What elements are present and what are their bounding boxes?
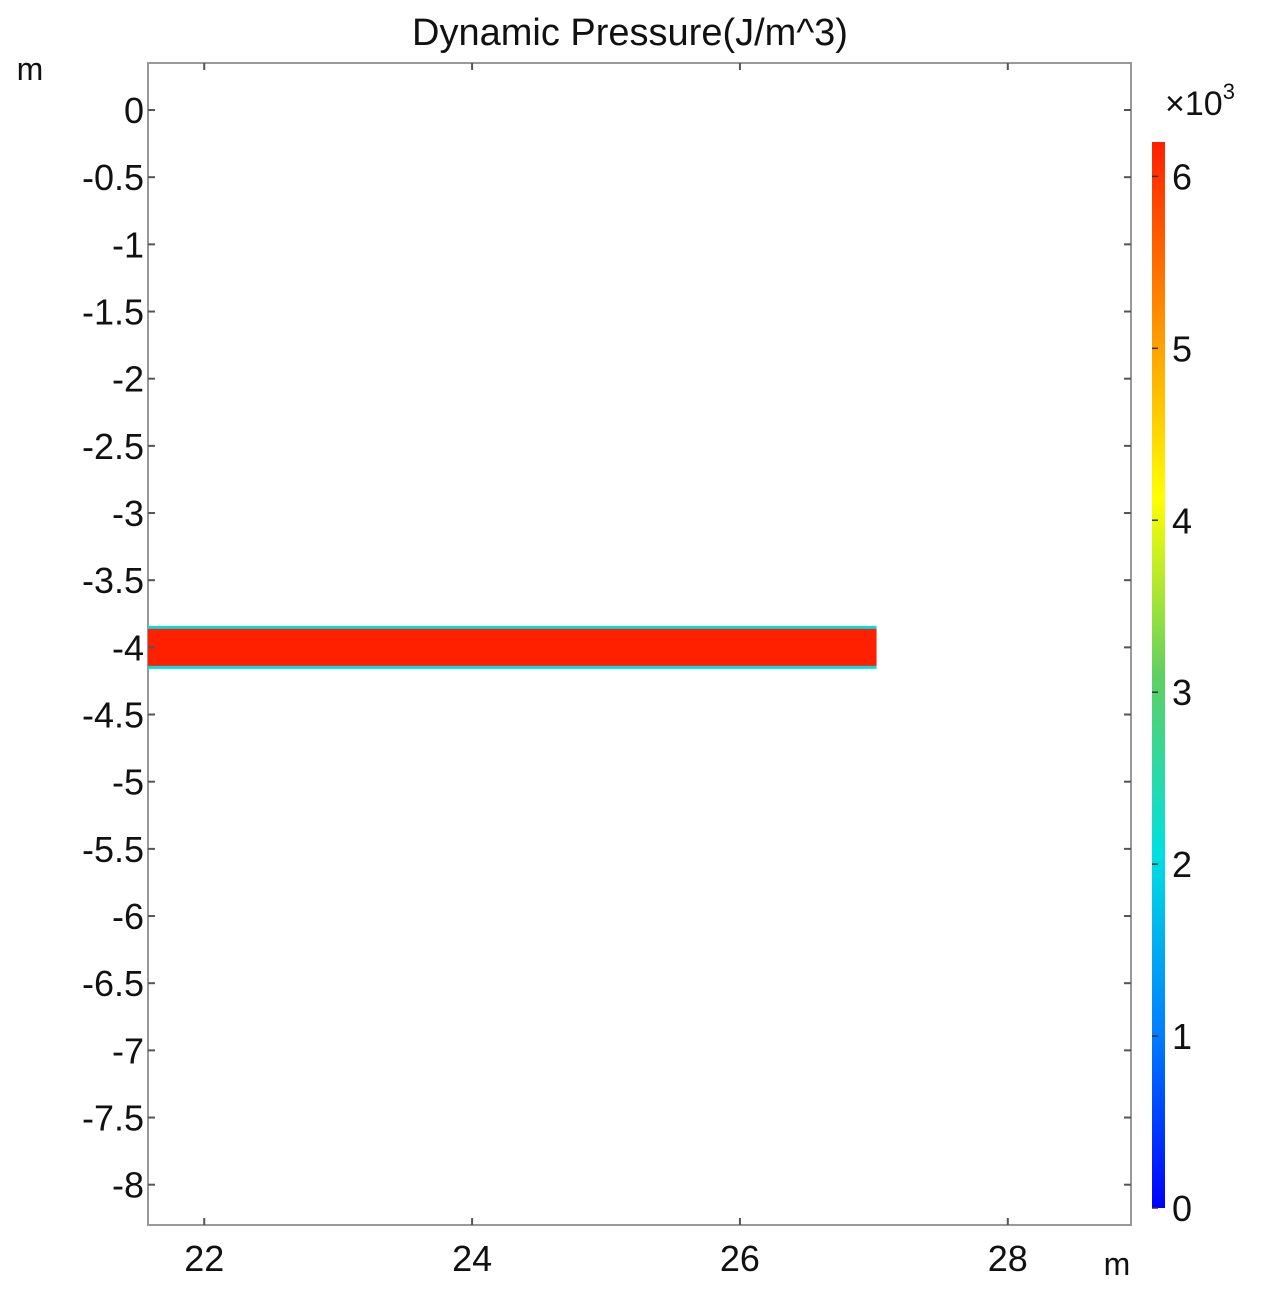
y-tick-label: -3 <box>112 493 144 534</box>
y-tick-label: -5 <box>112 762 144 803</box>
colorbar-tick-label: 2 <box>1172 844 1192 885</box>
colorbar-tick-label: 1 <box>1172 1016 1192 1057</box>
chart-title: Dynamic Pressure(J/m^3) <box>412 12 848 54</box>
y-tick-label: -8 <box>112 1165 144 1206</box>
data-regions <box>148 625 877 669</box>
y-tick-label: -2.5 <box>82 426 144 467</box>
y-tick-label: -7.5 <box>82 1098 144 1139</box>
y-tick-label: -1 <box>112 224 144 265</box>
y-tick-label: -6.5 <box>82 963 144 1004</box>
y-axis-label: m <box>17 51 44 87</box>
y-tick-label: -2 <box>112 359 144 400</box>
x-axis-ticks: 22 24 26 28 <box>184 63 1028 1279</box>
x-axis-label: m <box>1104 1246 1131 1282</box>
colorbar-tick-label: 5 <box>1172 328 1192 369</box>
x-tick-label: 28 <box>988 1238 1028 1279</box>
data-region-core <box>148 628 877 666</box>
y-axis-ticks: 0 -0.5 -1 -1.5 -2 -2.5 -3 -3.5 -4 -4.5 -5 -5.5 -6 -6.… <box>82 90 1131 1206</box>
y-tick-label: -7 <box>112 1030 144 1071</box>
y-tick-label: -0.5 <box>82 157 144 198</box>
y-tick-label: -4.5 <box>82 695 144 736</box>
colorbar <box>1152 142 1165 1208</box>
colorbar-multiplier-base: ×10 <box>1165 85 1223 123</box>
y-tick-label: -6 <box>112 896 144 937</box>
y-tick-label: -3.5 <box>82 560 144 601</box>
x-tick-label: 22 <box>184 1238 224 1279</box>
colorbar-tick-label: 6 <box>1172 156 1192 197</box>
colorbar-multiplier-exponent: 3 <box>1223 79 1235 104</box>
x-tick-label: 24 <box>452 1238 492 1279</box>
y-tick-label: -1.5 <box>82 292 144 333</box>
x-tick-label: 26 <box>720 1238 760 1279</box>
y-tick-label: -5.5 <box>82 829 144 870</box>
colorbar-tick-label: 4 <box>1172 500 1192 541</box>
y-tick-label: -4 <box>112 627 144 668</box>
colorbar-ticks: 0 1 2 3 4 5 6 <box>1152 156 1192 1229</box>
colorbar-tick-label: 0 <box>1172 1188 1192 1229</box>
colorbar-tick-label: 3 <box>1172 672 1192 713</box>
colorbar-multiplier: ×103 <box>1165 79 1235 123</box>
y-tick-label: 0 <box>124 90 144 131</box>
